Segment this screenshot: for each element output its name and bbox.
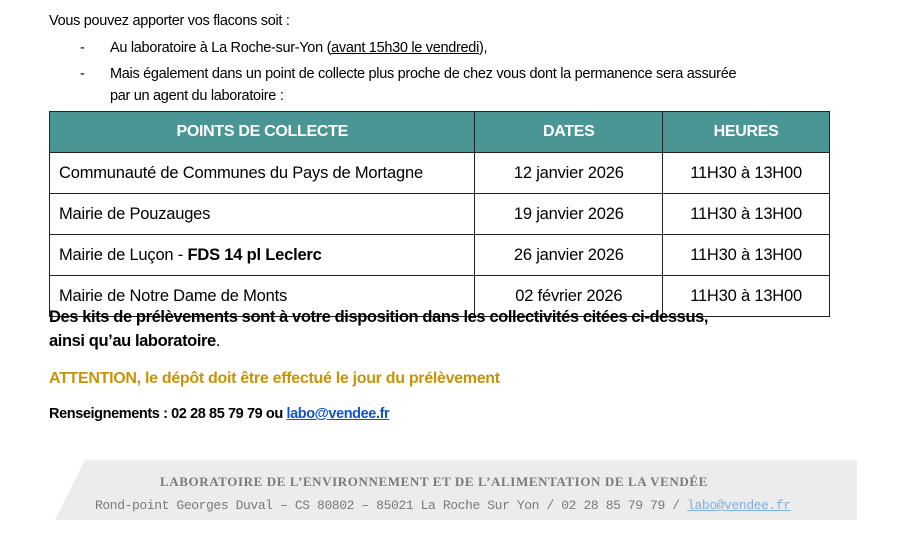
place-text: Mairie de Pouzauges	[59, 204, 211, 223]
bullet-text: Au laboratoire à La Roche-sur-Yon (	[110, 40, 332, 56]
place-text: Mairie de Notre Dame de Monts	[59, 286, 288, 305]
collection-points-table: POINTS DE COLLECTE DATES HEURES Communau…	[48, 111, 830, 317]
footer-email-link[interactable]: labo@vendee.fr	[687, 498, 791, 513]
contact-line: Renseignements : 02 28 85 79 79 ou labo@…	[49, 406, 390, 422]
cell-place: Mairie de Notre Dame de Monts	[48, 275, 476, 317]
header-points: POINTS DE COLLECTE	[48, 111, 476, 153]
place-address-bold: FDS 14 pl Leclerc	[187, 245, 322, 264]
place-text: Communauté de Communes du Pays de Mortag…	[59, 163, 423, 182]
attention-notice: ATTENTION, le dépôt doit être effectué l…	[49, 370, 500, 387]
bullet-text: ),	[479, 40, 488, 56]
cell-hours: 11H30 à 13H00	[662, 152, 830, 194]
email-link[interactable]: labo@vendee.fr	[286, 406, 390, 422]
cell-date: 26 janvier 2026	[474, 234, 664, 276]
bullet-marker: -	[80, 40, 85, 56]
cell-place: Mairie de Pouzauges	[48, 193, 476, 235]
kits-period: .	[215, 332, 221, 350]
footer-address-text: Rond-point Georges Duval – CS 80802 – 85…	[95, 498, 688, 513]
cell-place: Communauté de Communes du Pays de Mortag…	[48, 152, 476, 194]
contact-text: Renseignements : 02 28 85 79 79 ou	[49, 406, 287, 422]
table-row: Mairie de Notre Dame de Monts 02 février…	[48, 275, 830, 317]
kits-line1: Des kits de prélèvements sont à votre di…	[49, 308, 709, 326]
table-row: Mairie de Pouzauges 19 janvier 2026 11H3…	[48, 193, 830, 235]
bullet-collection-point-line2: par un agent du laboratoire :	[110, 88, 284, 104]
bullet-collection-point-line1: Mais également dans un point de collecte…	[110, 66, 737, 82]
cell-date: 12 janvier 2026	[474, 152, 664, 194]
place-text: Mairie de Luçon -	[59, 245, 188, 264]
bullet-laboratory: Au laboratoire à La Roche-sur-Yon (avant…	[110, 40, 488, 56]
header-dates: DATES	[474, 111, 664, 153]
kits-line2: ainsi qu’au laboratoire.	[49, 332, 220, 351]
table-row: Communauté de Communes du Pays de Mortag…	[48, 152, 830, 194]
cell-date: 19 janvier 2026	[474, 193, 664, 235]
cell-date: 02 février 2026	[474, 275, 664, 317]
cell-hours: 11H30 à 13H00	[662, 234, 830, 276]
cell-place: Mairie de Luçon - FDS 14 pl Leclerc	[48, 234, 476, 276]
table-row: Mairie de Luçon - FDS 14 pl Leclerc 26 j…	[48, 234, 830, 276]
intro-text: Vous pouvez apporter vos flacons soit :	[49, 13, 290, 29]
footer-address: Rond-point Georges Duval – CS 80802 – 85…	[95, 498, 791, 513]
cell-hours: 11H30 à 13H00	[662, 193, 830, 235]
bullet-marker: -	[80, 66, 85, 82]
cell-hours: 11H30 à 13H00	[662, 275, 830, 317]
table-header-row: POINTS DE COLLECTE DATES HEURES	[48, 111, 830, 153]
footer-title: LABORATOIRE DE L’ENVIRONNEMENT ET DE L’A…	[160, 474, 708, 489]
header-hours: HEURES	[662, 111, 830, 153]
underlined-deadline: avant 15h30 le vendredi	[331, 40, 479, 56]
kits-text: ainsi qu’au laboratoire	[49, 332, 216, 350]
footer-banner	[55, 460, 857, 520]
